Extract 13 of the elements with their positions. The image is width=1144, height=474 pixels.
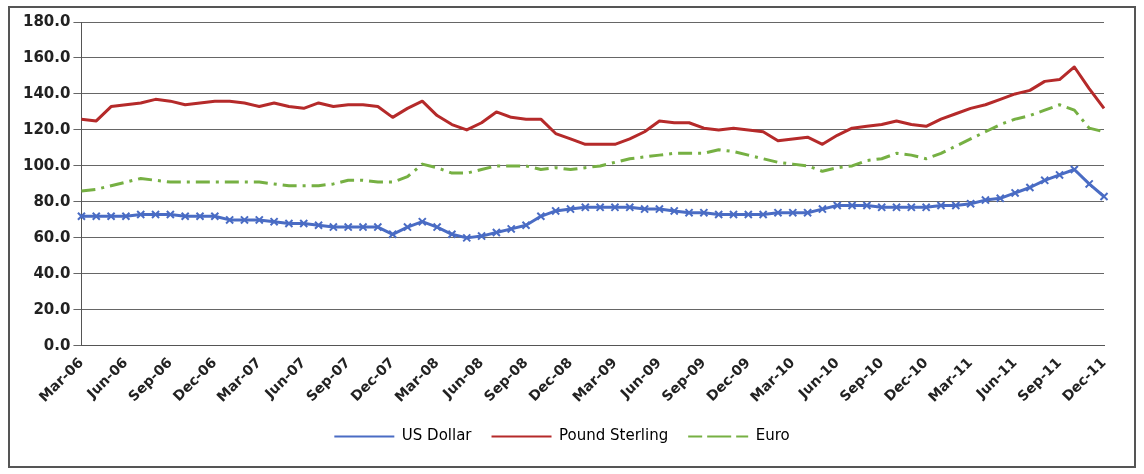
y-tick-label: 140.0 bbox=[22, 83, 71, 102]
y-tick-label: 20.0 bbox=[33, 299, 71, 318]
y-tick-label: 160.0 bbox=[22, 47, 71, 66]
legend-label: Euro bbox=[755, 426, 790, 445]
y-tick-label: 40.0 bbox=[33, 263, 71, 282]
y-tick-label: 80.0 bbox=[33, 191, 71, 210]
y-tick-label: 100.0 bbox=[22, 155, 71, 174]
legend-label: Pound Sterling bbox=[559, 426, 669, 445]
legend-label: US Dollar bbox=[401, 426, 473, 445]
y-tick-label: 120.0 bbox=[22, 119, 71, 138]
y-tick-label: 180.0 bbox=[22, 11, 71, 30]
y-tick-label: 60.0 bbox=[33, 227, 71, 246]
y-tick-label: 0.0 bbox=[43, 335, 71, 354]
